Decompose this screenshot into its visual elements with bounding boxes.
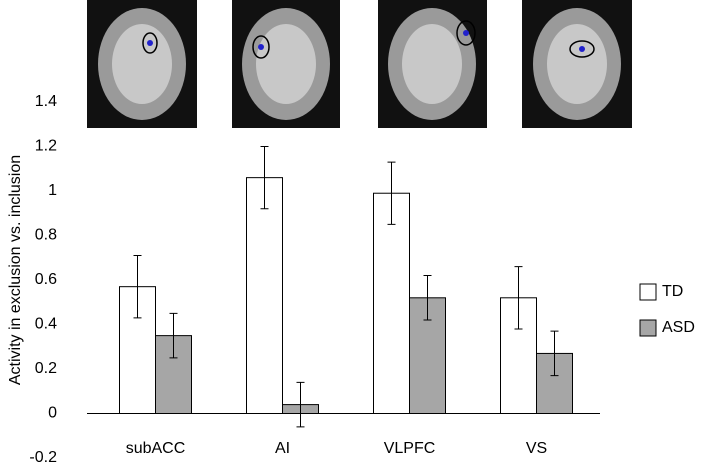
legend-swatch [639, 319, 657, 337]
bar [409, 297, 446, 414]
y-tick-label: 0.4 [35, 316, 57, 333]
legend-swatch [639, 283, 657, 301]
y-tick-label: 0 [48, 405, 57, 422]
y-tick-label: 1.2 [35, 138, 57, 155]
y-tick-label: 1.4 [35, 93, 57, 110]
brain-images [87, 0, 632, 128]
error-bar [514, 266, 523, 330]
y-tick-label: -0.2 [29, 449, 57, 466]
x-tick-label: AI [275, 440, 290, 457]
y-axis-label: Activity in exclusion vs. inclusion [7, 155, 24, 385]
x-tick-label: VS [526, 440, 547, 457]
legend-label: TD [662, 283, 683, 300]
x-tick-label: subACC [126, 440, 186, 457]
legend-label: ASD [662, 319, 695, 336]
bar [246, 177, 283, 414]
error-bar [550, 330, 559, 377]
error-bar [296, 381, 305, 428]
x-tick-label: VLPFC [384, 440, 436, 457]
error-bar [423, 275, 432, 321]
y-tick-label: 0.8 [35, 227, 57, 244]
error-bar [260, 146, 269, 210]
error-bar [387, 161, 396, 225]
error-bar [133, 255, 142, 319]
y-tick-label: 0.2 [35, 360, 57, 377]
bar [373, 192, 410, 414]
y-tick-label: 1 [48, 182, 57, 199]
y-tick-label: 0.6 [35, 271, 57, 288]
error-bar [169, 312, 178, 359]
